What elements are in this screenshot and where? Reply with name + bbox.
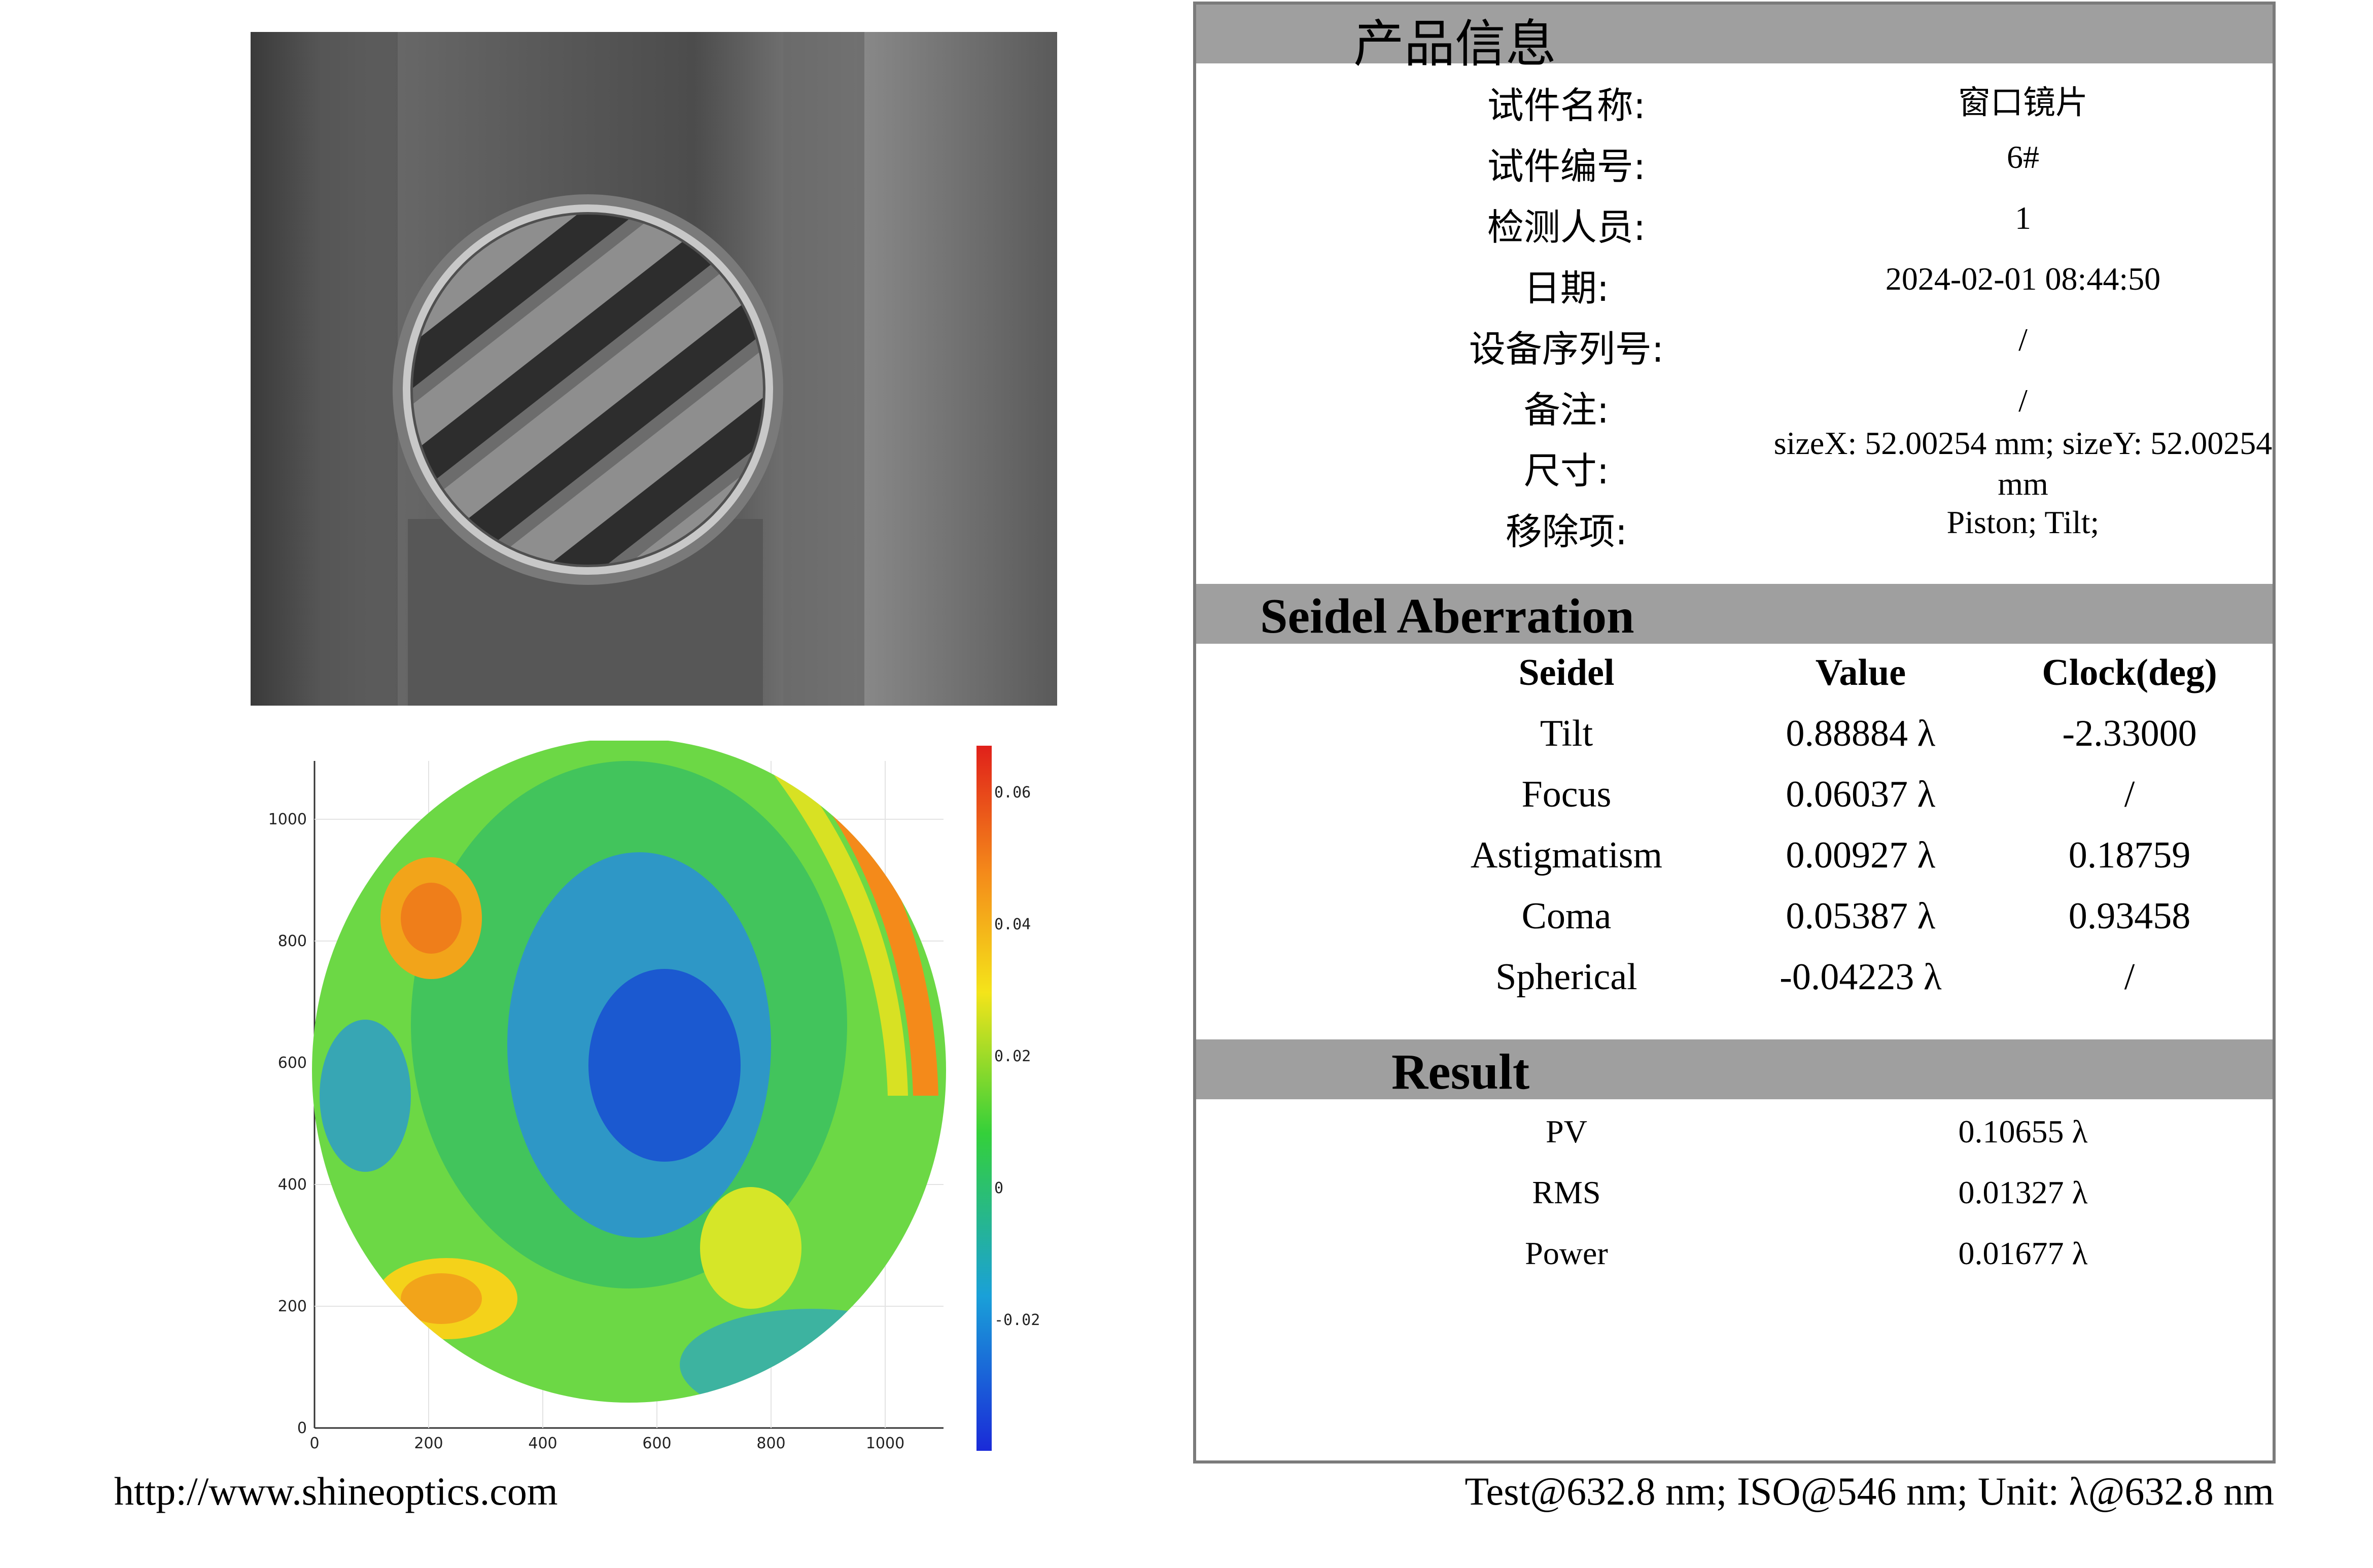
row-label: 试件编号: — [1487, 145, 1646, 188]
seidel-clock: / — [2124, 956, 2135, 998]
seidel-name: Astigmatism — [1470, 834, 1663, 876]
seidel-name: Focus — [1521, 774, 1612, 815]
row-value: / — [2018, 322, 2028, 358]
interferogram-image — [251, 32, 1057, 706]
colorbar — [976, 746, 992, 1451]
row-value: 2024-02-01 08:44:50 — [1885, 261, 2161, 297]
row-value: Piston; Tilt; — [1946, 504, 2100, 540]
colorbar-tick: -0.02 — [994, 1311, 1040, 1329]
colorbar-tick: 0.02 — [994, 1048, 1031, 1065]
y-tick: 400 — [278, 1176, 307, 1194]
row-value: 6# — [2007, 139, 2039, 175]
footer-url[interactable]: http://www.shineoptics.com — [114, 1469, 558, 1513]
y-tick: 600 — [278, 1054, 307, 1072]
result-value: 0.01677 λ — [1958, 1235, 2088, 1271]
seidel-value: 0.00927 λ — [1786, 834, 1936, 876]
seidel-clock: 0.18759 — [2068, 834, 2191, 876]
row-label: 检测人员: — [1487, 206, 1646, 249]
report-panel: 产品信息 试件名称: 窗口镜片 试件编号: 6# 检测人员: 1 日期: 202… — [1193, 2, 2276, 1464]
colorbar-tick: 0 — [994, 1179, 1003, 1197]
seidel-clock: / — [2124, 774, 2135, 815]
surface-heatmap: 0 200 400 600 800 1000 0 200 400 600 800… — [243, 741, 1075, 1461]
result-value: 0.10655 λ — [1958, 1113, 2088, 1149]
seidel-name: Spherical — [1495, 956, 1637, 998]
result-header — [1196, 1039, 2273, 1099]
row-label: 设备序列号: — [1469, 328, 1664, 370]
result-name: Power — [1525, 1235, 1608, 1271]
x-tick: 1000 — [866, 1435, 904, 1452]
seidel-header — [1196, 584, 2273, 644]
row-value: sizeX: 52.00254 mm; sizeY: 52.00254 — [1773, 425, 2273, 461]
seidel-clock: 0.93458 — [2068, 895, 2191, 937]
result-value: 0.01327 λ — [1958, 1174, 2088, 1210]
seidel-clock: -2.33000 — [2062, 713, 2197, 754]
heatmap-svg: 0 200 400 600 800 1000 0 200 400 600 800… — [268, 741, 1040, 1452]
x-tick: 200 — [414, 1435, 443, 1452]
row-value: / — [2018, 382, 2028, 419]
seidel-column-header: Seidel — [1518, 652, 1615, 693]
seidel-name: Coma — [1521, 895, 1612, 937]
colorbar-tick: 0.06 — [994, 784, 1031, 802]
x-tick: 0 — [309, 1435, 319, 1452]
row-label: 尺寸: — [1523, 449, 1610, 492]
y-tick: 200 — [278, 1298, 307, 1315]
row-value: 窗口镜片 — [1958, 85, 2088, 121]
clock-column-header: Clock(deg) — [2042, 652, 2217, 693]
row-value-continued: mm — [1998, 466, 2048, 502]
y-tick: 1000 — [268, 811, 307, 828]
result-name: RMS — [1532, 1174, 1601, 1210]
row-label: 试件名称: — [1487, 84, 1646, 127]
heatmap-disc — [312, 741, 946, 1403]
seidel-name: Tilt — [1540, 713, 1593, 754]
seidel-value: 0.88884 λ — [1786, 713, 1936, 754]
value-column-header: Value — [1815, 652, 1906, 693]
footer-units: Test@632.8 nm; ISO@546 nm; Unit: λ@632.8… — [1464, 1469, 2274, 1513]
x-tick: 800 — [756, 1435, 785, 1452]
colorbar-tick: 0.04 — [994, 916, 1031, 933]
seidel-value: 0.06037 λ — [1786, 774, 1936, 815]
product-info-title: 产品信息 — [1353, 14, 1556, 74]
product-info-header — [1196, 5, 2273, 63]
seidel-title: Seidel Aberration — [1260, 589, 1634, 644]
x-tick: 600 — [642, 1435, 671, 1452]
row-label: 日期: — [1523, 267, 1610, 309]
row-label: 备注: — [1523, 389, 1610, 431]
x-tick: 400 — [528, 1435, 557, 1452]
row-value: 1 — [2015, 200, 2031, 236]
y-tick: 800 — [278, 932, 307, 950]
result-name: PV — [1546, 1113, 1587, 1149]
result-title: Result — [1391, 1043, 1530, 1100]
row-label: 移除项: — [1505, 510, 1628, 553]
y-tick: 0 — [297, 1419, 307, 1437]
interferogram-photo — [251, 32, 1057, 706]
seidel-value: -0.04223 λ — [1779, 956, 1942, 998]
seidel-value: 0.05387 λ — [1786, 895, 1936, 937]
